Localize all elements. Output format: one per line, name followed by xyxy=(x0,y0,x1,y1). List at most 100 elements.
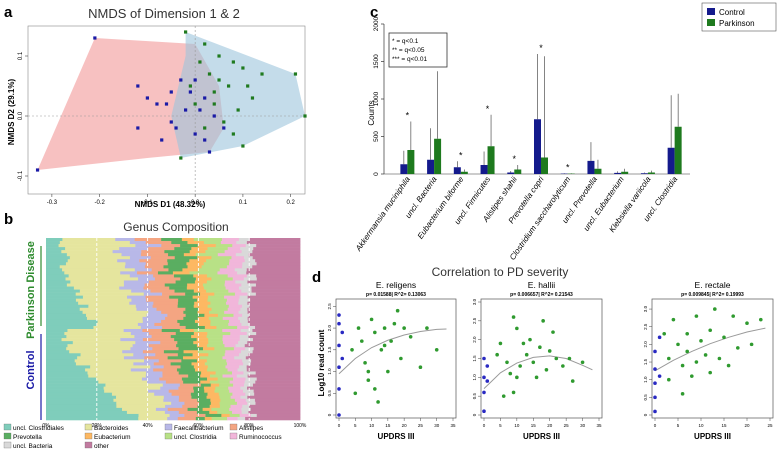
genus-bar-segment xyxy=(172,393,192,396)
genus-bar-segment xyxy=(46,329,68,332)
genus-bar-segment xyxy=(185,308,199,311)
genus-bar-segment xyxy=(210,320,229,323)
parkinson-point xyxy=(568,357,572,361)
genus-bar-segment xyxy=(232,411,242,414)
parkinson-point xyxy=(360,339,364,343)
genus-bar-segment xyxy=(46,332,65,335)
genus-bar-segment xyxy=(226,302,239,305)
genus-bar-segment xyxy=(135,244,161,247)
genus-bar-segment xyxy=(88,305,136,308)
genus-bar-segment xyxy=(116,396,164,399)
genus-bar-segment xyxy=(165,411,179,414)
parkinson-point xyxy=(551,330,555,334)
genus-bar-segment xyxy=(236,241,247,244)
genus-bar-segment xyxy=(233,277,245,280)
genus-bar-segment xyxy=(255,402,300,405)
genus-bar-segment xyxy=(105,384,163,387)
genus-bar-segment xyxy=(222,356,234,359)
genus-bar-segment xyxy=(96,378,142,381)
significance-star: * xyxy=(486,104,490,114)
genus-bar-segment xyxy=(152,268,169,271)
parkinson-point xyxy=(699,339,703,343)
significance-star: * xyxy=(566,162,570,172)
genus-bar-segment xyxy=(147,314,168,317)
genus-bar-segment xyxy=(212,417,228,420)
genus-legend-swatch xyxy=(85,424,92,430)
genus-legend-swatch xyxy=(4,442,11,448)
genus-bar-segment xyxy=(240,338,254,341)
subplot-xtick-label: 15 xyxy=(531,423,537,428)
genus-bar-segment xyxy=(232,244,246,247)
parkinson-point xyxy=(571,379,575,383)
genus-bar-segment xyxy=(161,238,182,241)
genus-bar-segment xyxy=(218,378,234,381)
genus-bar-segment xyxy=(46,338,62,341)
genus-bar-segment xyxy=(193,341,208,344)
genus-bar-segment xyxy=(228,308,241,311)
genus-bar-segment xyxy=(252,265,300,268)
genus-bar-segment xyxy=(186,314,205,317)
genus-bar-segment xyxy=(187,287,204,290)
nmds-xtick-label: 0.1 xyxy=(239,200,248,206)
genus-bar-segment xyxy=(224,344,236,347)
genus-bar-segment xyxy=(198,405,211,408)
genus-bar-segment xyxy=(120,338,143,341)
parkinson-point xyxy=(217,78,220,81)
genus-bar-segment xyxy=(46,305,89,308)
genus-bar-segment xyxy=(175,290,195,293)
panel-letter-a: a xyxy=(4,4,13,21)
subplot-ytick-label: 0 xyxy=(327,413,332,416)
genus-bar-segment xyxy=(159,378,182,381)
genus-bar-segment xyxy=(242,405,249,408)
genus-bar-segment xyxy=(257,414,301,417)
parkinson-point xyxy=(745,321,749,325)
control-point xyxy=(658,336,662,340)
genus-bar-segment xyxy=(211,384,220,387)
genus-bar-segment xyxy=(177,341,193,344)
genus-bar-segment xyxy=(248,411,300,414)
genus-bar-segment xyxy=(217,271,237,274)
subplot-xtick-label: 5 xyxy=(677,423,680,428)
genus-bar-segment xyxy=(254,393,300,396)
genus-bar-segment xyxy=(46,362,76,365)
genus-bar-segment xyxy=(244,256,253,259)
genus-bar-segment xyxy=(117,259,140,262)
genus-bar-segment xyxy=(177,368,195,371)
genus-bar-segment xyxy=(152,347,179,350)
genus-bar-segment xyxy=(235,293,248,296)
genus-bar-segment xyxy=(146,299,178,302)
genus-bar-segment xyxy=(176,332,194,335)
genus-bar-segment xyxy=(168,253,184,256)
genus-legend-label: Bacteroides xyxy=(94,425,129,432)
genus-bar-segment xyxy=(163,384,180,387)
genus-bar-segment xyxy=(187,284,203,287)
panel-letter-b: b xyxy=(4,211,13,228)
genus-bar-segment xyxy=(154,362,171,365)
parkinson-point xyxy=(681,392,685,396)
genus-bar-segment xyxy=(138,323,155,326)
genus-bar-segment xyxy=(255,259,300,262)
parkinson-point xyxy=(508,372,512,376)
genus-bar-segment xyxy=(256,332,300,335)
count-category-label: Eubacterium biforme xyxy=(416,175,466,241)
parkinson-point xyxy=(194,102,197,105)
genus-bar-segment xyxy=(156,408,168,411)
parkinson-point xyxy=(515,376,519,380)
subplot-frame xyxy=(481,299,602,418)
genus-bar-segment xyxy=(167,314,186,317)
genus-bar-segment xyxy=(225,284,242,287)
genus-bar-segment xyxy=(154,393,172,396)
genus-bar-segment xyxy=(216,244,233,247)
genus-bar-segment xyxy=(211,402,220,405)
subplot-xtick-label: 25 xyxy=(418,423,424,428)
genus-bar-segment xyxy=(125,262,146,265)
parkinson-point xyxy=(373,387,377,391)
genus-bar-segment xyxy=(60,241,130,244)
genus-bar-segment xyxy=(46,302,79,305)
genus-bar-segment xyxy=(175,256,198,259)
genus-bar-segment xyxy=(153,302,178,305)
parkinson-point xyxy=(184,30,187,33)
genus-bar-segment xyxy=(248,320,301,323)
star-key: * = q<0.1 ** = q<0.05 *** = q<0.01 xyxy=(389,33,447,67)
parkinson-point xyxy=(227,84,230,87)
